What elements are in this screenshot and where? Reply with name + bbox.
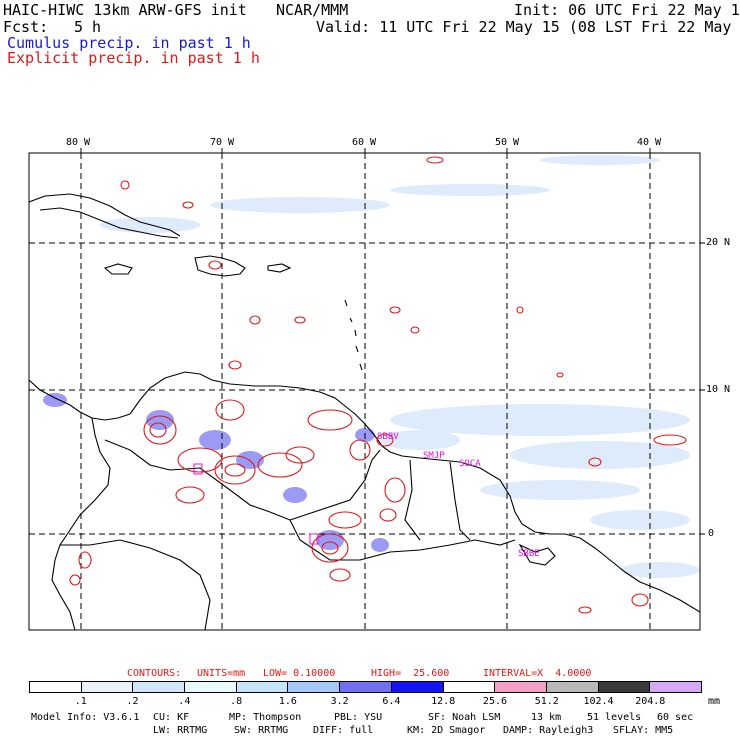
- colorbar-units: mm: [708, 696, 721, 707]
- colorbar-swatch: [339, 682, 391, 692]
- colorbar-swatch: [649, 682, 701, 692]
- colorbar-swatch: [494, 682, 546, 692]
- colorbar-swatch: [597, 682, 650, 692]
- colorbar-tick-label: 6.4: [382, 696, 401, 707]
- explicit-precip-contours: [69, 156, 687, 614]
- cumulus-heavy-shading: [43, 393, 389, 552]
- model-title: HAIC-HIWC 13km ARW-GFS init: [3, 1, 247, 19]
- cumulus-precip-title: Cumulus precip. in past 1 h: [7, 34, 251, 52]
- colorbar-tick-label: 3.2: [330, 696, 349, 707]
- colorbar-tick-label: 102.4: [583, 696, 614, 707]
- colorbar-swatch: [184, 682, 236, 692]
- org-label: NCAR/MMM: [276, 1, 349, 19]
- colorbar-tick-label: 25.6: [482, 696, 508, 707]
- colorbar-swatch: [287, 682, 340, 692]
- lon-label-80w: 80 W: [66, 137, 91, 148]
- forecast-hour: 5 h: [74, 18, 102, 36]
- colorbar-tick-label: .2: [126, 696, 139, 707]
- sw-scheme: SW: RRTMG: [234, 725, 289, 736]
- forecast-label: Fcst:: [3, 18, 49, 36]
- init-time: Init: 06 UTC Fri 22 May 15: [514, 1, 740, 19]
- explicit-precip-title: Explicit precip. in past 1 h: [7, 49, 260, 67]
- lat-lon-grid: [29, 153, 700, 630]
- colorbar-tick-label: .4: [178, 696, 191, 707]
- contours-interval: INTERVAL=X 4.0000: [483, 668, 592, 679]
- km-scheme: KM: 2D Smagor: [407, 725, 486, 736]
- station-label-sbbv: SBBV: [377, 432, 399, 442]
- lw-scheme: LW: RRTMG: [153, 725, 208, 736]
- diff-scheme: DIFF: full: [313, 725, 374, 736]
- colorbar-swatch: [132, 682, 185, 692]
- mp-scheme: MP: Thompson: [229, 712, 302, 723]
- cu-scheme: CU: KF: [153, 712, 190, 723]
- colorbar-tick-label: .1: [74, 696, 87, 707]
- time-step: 60 sec: [657, 712, 694, 723]
- model-info: Model Info: V3.6.1: [31, 712, 140, 723]
- colorbar-tick-label: .8: [230, 696, 243, 707]
- colorbar-tick-label: 51.2: [534, 696, 559, 707]
- coastlines: [29, 193, 700, 630]
- cumulus-light-shading: [100, 155, 700, 578]
- colorbar-tick-label: 204.8: [635, 696, 666, 707]
- sflay-scheme: SFLAY: MM5: [613, 725, 674, 736]
- vertical-levels: 51 levels: [587, 712, 642, 723]
- station-label-soca: SOCA: [459, 459, 481, 469]
- colorbar-tick-labels: .1 .2 .4 .8 1.6 3.2 6.4 12.8 25.6 51.2 102.4 204.8: [29, 697, 702, 709]
- pbl-scheme: PBL: YSU: [334, 712, 383, 723]
- colorbar-swatch: [80, 682, 133, 692]
- colorbar-swatch: [390, 682, 443, 692]
- lon-label-70w: 70 W: [210, 137, 235, 148]
- colorbar-swatch: [442, 682, 495, 692]
- lon-label-40w: 40 W: [637, 137, 662, 148]
- station-label-smjp: SMJP: [423, 451, 445, 461]
- lon-label-60w: 60 W: [352, 137, 377, 148]
- station-markers: [193, 463, 319, 545]
- colorbar-tick-label: 1.6: [278, 696, 297, 707]
- lat-label-20n: 20 N: [706, 237, 731, 248]
- sf-scheme: SF: Noah LSM: [428, 712, 501, 723]
- damp-scheme: DAMP: Rayleigh3: [503, 725, 594, 736]
- lat-label-10n: 10 N: [706, 384, 731, 395]
- contours-low: LOW= 0.10000: [263, 668, 336, 679]
- colorbar-tick-label: 12.8: [431, 696, 456, 707]
- lon-label-50w: 50 W: [495, 137, 520, 148]
- contours-label: CONTOURS:: [127, 668, 182, 679]
- colorbar-swatch: [235, 682, 288, 692]
- station-label-sbbe: SBBE: [518, 549, 540, 559]
- valid-time: Valid: 11 UTC Fri 22 May 15 (08 LST Fri …: [316, 18, 740, 36]
- contours-high: HIGH= 25.600: [371, 668, 450, 679]
- contours-units: UNITS=mm: [197, 668, 246, 679]
- colorbar-swatch: [30, 682, 81, 692]
- colorbar-swatch: [545, 682, 598, 692]
- grid-spacing: 13 km: [531, 712, 562, 723]
- axis-ticks: [80, 148, 705, 535]
- precip-colorbar: [29, 681, 702, 693]
- lat-label-0: 0: [708, 528, 715, 539]
